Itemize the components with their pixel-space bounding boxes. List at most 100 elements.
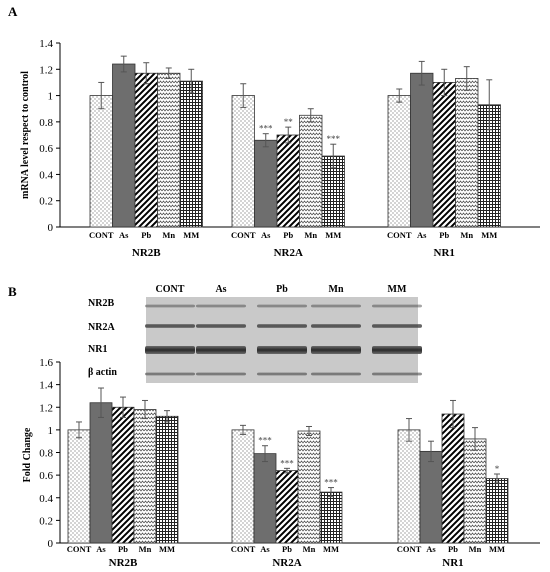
category-label: CONT [231, 230, 256, 240]
category-label: MM [183, 230, 199, 240]
y-tick-label: 0.4 [39, 169, 53, 181]
bar-nr2a-cont [231, 95, 255, 228]
blot-band-label: NR1 [88, 344, 107, 355]
blot-band [196, 324, 246, 328]
significance-marker: *** [280, 458, 294, 468]
category-label: Mn [139, 544, 152, 554]
y-tick-label: 1.4 [39, 380, 53, 392]
category-label: CONT [397, 544, 422, 554]
category-label: CONT [231, 544, 256, 554]
bar-nr2a-pb [276, 134, 300, 228]
bar-nr2a-as [253, 453, 277, 544]
blot-band-label: β actin [88, 367, 117, 378]
bar-nr1-pb [432, 82, 456, 228]
blot-band [311, 346, 361, 354]
bar-nr1-pb [441, 413, 465, 544]
bar-nr2b-as [112, 63, 136, 228]
category-label: MM [325, 230, 341, 240]
category-label: As [119, 230, 129, 240]
y-tick-label: 0.6 [39, 143, 53, 155]
y-tick-label: 1.4 [39, 38, 53, 50]
category-label: Pb [283, 230, 293, 240]
blot-band [311, 304, 361, 308]
category-label: MM [489, 544, 505, 554]
group-label-nr1: NR1 [434, 247, 455, 259]
panel-b-category-labels: CONT As Pb Mn MM CONT As Pb Mn MM CONT As Pb Mn MM [67, 544, 505, 554]
blot-band [257, 346, 307, 354]
y-tick-label: 0.4 [39, 493, 53, 505]
bar-nr2a-mm [319, 491, 343, 544]
category-label: Mn [303, 544, 316, 554]
y-tick-label: 0.2 [39, 196, 53, 208]
category-label: MM [323, 544, 339, 554]
category-label: Pb [282, 544, 292, 554]
panel-a-category-labels: CONT As Pb Mn MM CONT As Pb Mn MM CONT As Pb Mn MM [89, 230, 497, 240]
category-label: Mn [162, 230, 175, 240]
panel-b-group-labels: NR2B NR2A NR1 [109, 557, 464, 569]
blot-band [372, 324, 422, 328]
y-tick-label: 1 [48, 425, 54, 437]
y-tick-label: 0 [48, 538, 54, 550]
category-label: As [96, 544, 106, 554]
panel-b-y-axis-label: Fold Change [22, 427, 33, 482]
significance-marker: ** [284, 117, 294, 127]
bar-nr1-as [419, 450, 443, 544]
blot-lane-label: MM [388, 284, 407, 295]
blot-band [257, 324, 307, 328]
significance-marker: * [495, 464, 500, 474]
blot-band [257, 304, 307, 308]
category-label: Mn [460, 230, 473, 240]
significance-marker: *** [259, 124, 273, 134]
bar-nr1-cont [397, 429, 421, 544]
y-tick-label: 0.8 [39, 117, 53, 129]
y-tick-label: 1.6 [39, 357, 53, 369]
blot-band-label: NR2A [88, 322, 115, 333]
blot-band [145, 346, 195, 354]
bar-nr2b-mn [157, 72, 181, 228]
y-tick-label: 0.8 [39, 448, 53, 460]
blot-band [311, 372, 361, 376]
bar-nr1-mn [455, 78, 479, 228]
bar-nr2a-as [254, 139, 278, 228]
category-label: As [426, 544, 436, 554]
category-label: Pb [448, 544, 458, 554]
blot-band [196, 346, 246, 354]
panel-a-chart: A 00.20.40.60.811.21.4 ******** CONT As Pb… [8, 4, 540, 259]
panel-b-y-ticks: 0 0.2 0.4 0.6 0.8 1 1.2 1.4 1.6 [39, 357, 60, 550]
category-label: Mn [469, 544, 482, 554]
group-label-nr1: NR1 [442, 557, 463, 569]
category-label: Mn [304, 230, 317, 240]
blot-background [146, 297, 418, 383]
bar-nr2b-pb [134, 72, 158, 228]
category-label: CONT [67, 544, 92, 554]
y-tick-label: 1.2 [39, 402, 53, 414]
blot-band [145, 304, 195, 308]
bar-nr2a-mn [299, 114, 323, 228]
category-label: Pb [439, 230, 449, 240]
significance-marker: *** [258, 436, 272, 446]
category-label: As [261, 230, 271, 240]
blot-bands [145, 304, 422, 376]
bar-nr2b-cont [89, 95, 113, 228]
group-label-nr2a: NR2A [272, 557, 301, 569]
group-label-nr2b: NR2B [132, 247, 161, 259]
blot-band [372, 304, 422, 308]
y-tick-label: 0.6 [39, 470, 53, 482]
blot-band [145, 324, 195, 328]
significance-marker: *** [327, 134, 341, 144]
bar-nr2b-as [89, 402, 113, 544]
bar-nr2b-mm [179, 80, 203, 228]
panel-a-bars: ******** [89, 55, 501, 228]
bar-nr1-as [410, 72, 434, 228]
y-tick-label: 0 [48, 222, 54, 234]
blot-band [145, 372, 195, 376]
bar-nr2b-mn [133, 409, 157, 544]
bar-nr2b-mm [155, 415, 179, 544]
blot-band-labels: NR2B NR2A NR1 β actin [88, 298, 117, 378]
bar-nr1-mm [485, 478, 509, 544]
panel-b-bars: ********** [67, 387, 509, 544]
western-blot-image: CONT As Pb Mn MM NR2B NR2A NR1 β actin [88, 284, 422, 383]
blot-band [372, 346, 422, 354]
bar-nr1-cont [387, 95, 411, 228]
